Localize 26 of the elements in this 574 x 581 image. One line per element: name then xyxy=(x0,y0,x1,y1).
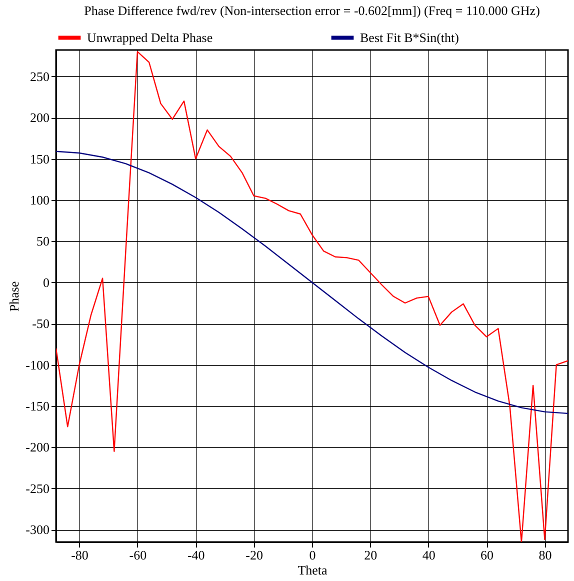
legend-label: Unwrapped Delta Phase xyxy=(87,30,213,45)
y-tick-label: 50 xyxy=(36,234,50,249)
x-tick-label: 0 xyxy=(309,548,316,562)
chart-title: Phase Difference fwd/rev (Non-intersection error = -0.602[mm]) (Freq = 110.000 GHz) xyxy=(84,3,540,18)
x-tick-label: -80 xyxy=(71,548,88,562)
y-tick-label: -150 xyxy=(26,398,50,414)
legend-label: Best Fit B*Sin(tht) xyxy=(360,30,459,45)
y-tick-label: 0 xyxy=(43,274,50,290)
y-tick-label: -300 xyxy=(26,522,50,538)
x-tick-label: -20 xyxy=(246,548,263,562)
x-tick-label: 60 xyxy=(480,548,494,562)
x-tick-label: -40 xyxy=(187,548,205,562)
y-axis-title: Phase xyxy=(6,281,22,312)
y-tick-label: 200 xyxy=(30,110,50,126)
x-tick-label: -60 xyxy=(129,548,147,562)
x-tick-label: 80 xyxy=(538,548,552,562)
x-tick-label: 20 xyxy=(364,548,378,562)
y-tick-label: 100 xyxy=(30,192,50,208)
y-tick-label: -200 xyxy=(26,440,50,455)
y-tick-label: -250 xyxy=(26,480,50,496)
y-tick-label: 250 xyxy=(30,68,50,84)
y-tick-label: -50 xyxy=(32,316,50,332)
y-tick-label: 150 xyxy=(30,151,50,166)
x-tick-label: 40 xyxy=(422,548,436,562)
y-tick-label: -100 xyxy=(26,357,50,372)
x-axis-title: Theta xyxy=(298,562,328,578)
